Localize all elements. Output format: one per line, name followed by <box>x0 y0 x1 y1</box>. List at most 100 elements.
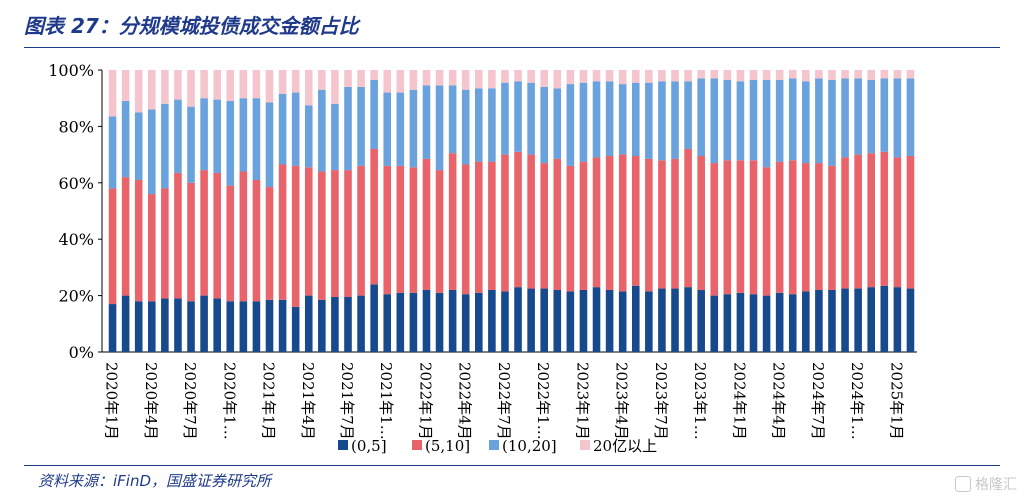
bar-segment-3 <box>645 82 653 159</box>
bar-segment-4 <box>134 70 143 113</box>
bar-segment-2 <box>723 160 732 295</box>
bar-segment-4 <box>475 70 483 89</box>
bar-segment-1 <box>867 287 876 352</box>
x-tick-label: 2024年1月 <box>730 362 748 440</box>
bar-segment-2 <box>658 160 666 289</box>
x-tick-label: 2020年1… <box>220 362 238 440</box>
bar-segment-3 <box>187 106 195 183</box>
bar-segment-4 <box>213 70 221 100</box>
bar-segment-1 <box>200 295 208 352</box>
bar-segment-1 <box>161 298 169 352</box>
bar-segment-1 <box>357 295 365 352</box>
bar-segment-3 <box>854 78 862 155</box>
y-tick-label: 20% <box>58 287 94 306</box>
bar-segment-3 <box>815 78 823 164</box>
bar-segment-3 <box>697 78 705 157</box>
bar-segment-2 <box>147 194 156 302</box>
bar-segment-3 <box>684 81 692 149</box>
watermark-text: 格隆汇 <box>975 477 1017 493</box>
bar-segment-4 <box>658 70 666 82</box>
x-tick-label: 2023年7月 <box>652 362 670 440</box>
bar-segment-4 <box>710 70 719 79</box>
bar-segment-3 <box>291 92 300 166</box>
bar-segment-1 <box>187 301 195 352</box>
bar-segment-1 <box>331 297 339 352</box>
bar-segment-3 <box>880 78 889 152</box>
watermark: 格隆汇 <box>955 474 1017 494</box>
bar-segment-1 <box>645 291 653 352</box>
bar-segment-1 <box>396 292 405 352</box>
bar-segment-2 <box>461 164 470 295</box>
bar-segment-1 <box>788 294 797 352</box>
bar-segment-1 <box>488 289 496 352</box>
bar-segment-2 <box>187 182 195 302</box>
bar-segment-1 <box>527 288 535 352</box>
bar-segment-2 <box>475 161 483 293</box>
bar-segment-3 <box>448 85 457 154</box>
bar-segment-2 <box>331 170 339 298</box>
bar-segment-4 <box>344 70 352 87</box>
bar-segment-3 <box>239 98 248 172</box>
x-tick-label: 2025年1月 <box>887 362 905 440</box>
bar-segment-2 <box>108 188 117 305</box>
bar-segment-4 <box>318 70 326 90</box>
bar-segment-3 <box>566 84 575 166</box>
bar-segment-4 <box>645 70 653 83</box>
x-tick-label: 2023年1月 <box>573 362 591 440</box>
bar-segment-3 <box>893 78 902 158</box>
bar-segment-1 <box>880 285 889 352</box>
bar-segment-1 <box>710 295 719 352</box>
source-divider <box>24 465 1000 466</box>
bar-segment-2 <box>867 153 876 288</box>
bar-segment-4 <box>488 70 496 89</box>
bar-segment-2 <box>174 172 182 299</box>
bar-segment-3 <box>671 81 679 159</box>
bar-segment-4 <box>514 70 522 82</box>
bar-segment-4 <box>501 70 509 83</box>
bar-segment-1 <box>121 295 130 352</box>
bar-segment-4 <box>867 70 876 80</box>
x-tick-label: 2022年1月 <box>417 362 435 440</box>
bar-segment-4 <box>435 70 444 86</box>
bar-segment-3 <box>736 81 745 161</box>
bar-segment-1 <box>802 291 810 352</box>
bar-segment-2 <box>435 170 444 293</box>
bar-segment-3 <box>802 81 810 164</box>
bar-segment-1 <box>723 294 732 352</box>
bar-segment-2 <box>501 154 509 292</box>
bar-segment-4 <box>631 70 640 83</box>
bar-segment-2 <box>370 148 378 285</box>
bar-segment-2 <box>357 165 365 296</box>
bar-segment-2 <box>121 177 130 296</box>
bar-segment-2 <box>645 158 653 292</box>
bar-segment-4 <box>161 70 169 104</box>
bar-segment-4 <box>265 70 274 103</box>
x-tick-label: 2020年7月 <box>181 362 199 440</box>
y-tick-label: 40% <box>58 230 94 249</box>
bar-segment-4 <box>671 70 679 82</box>
bar-segment-4 <box>540 70 548 87</box>
bar-segment-4 <box>252 70 261 99</box>
bar-segment-3 <box>265 102 274 188</box>
bar-segment-4 <box>370 70 378 80</box>
bar-segment-1 <box>566 291 575 352</box>
bar-segment-3 <box>540 86 548 164</box>
title-divider <box>24 47 1000 48</box>
bar-segment-1 <box>239 301 248 352</box>
bar-segment-4 <box>187 70 195 107</box>
bar-segment-4 <box>815 70 823 79</box>
bar-segment-4 <box>331 70 339 104</box>
bar-segment-1 <box>579 289 588 352</box>
bar-segment-2 <box>684 148 692 288</box>
bar-segment-2 <box>488 161 496 290</box>
legend-swatch <box>580 440 590 450</box>
bar-segment-4 <box>396 70 405 93</box>
bar-segment-3 <box>200 98 208 171</box>
bar-segment-4 <box>409 70 418 90</box>
bar-segment-4 <box>854 70 862 79</box>
bar-segment-2 <box>854 154 862 289</box>
bar-segment-3 <box>762 79 771 168</box>
bar-segment-1 <box>252 301 261 352</box>
bar-segment-2 <box>344 170 352 298</box>
bar-segment-2 <box>592 157 601 288</box>
